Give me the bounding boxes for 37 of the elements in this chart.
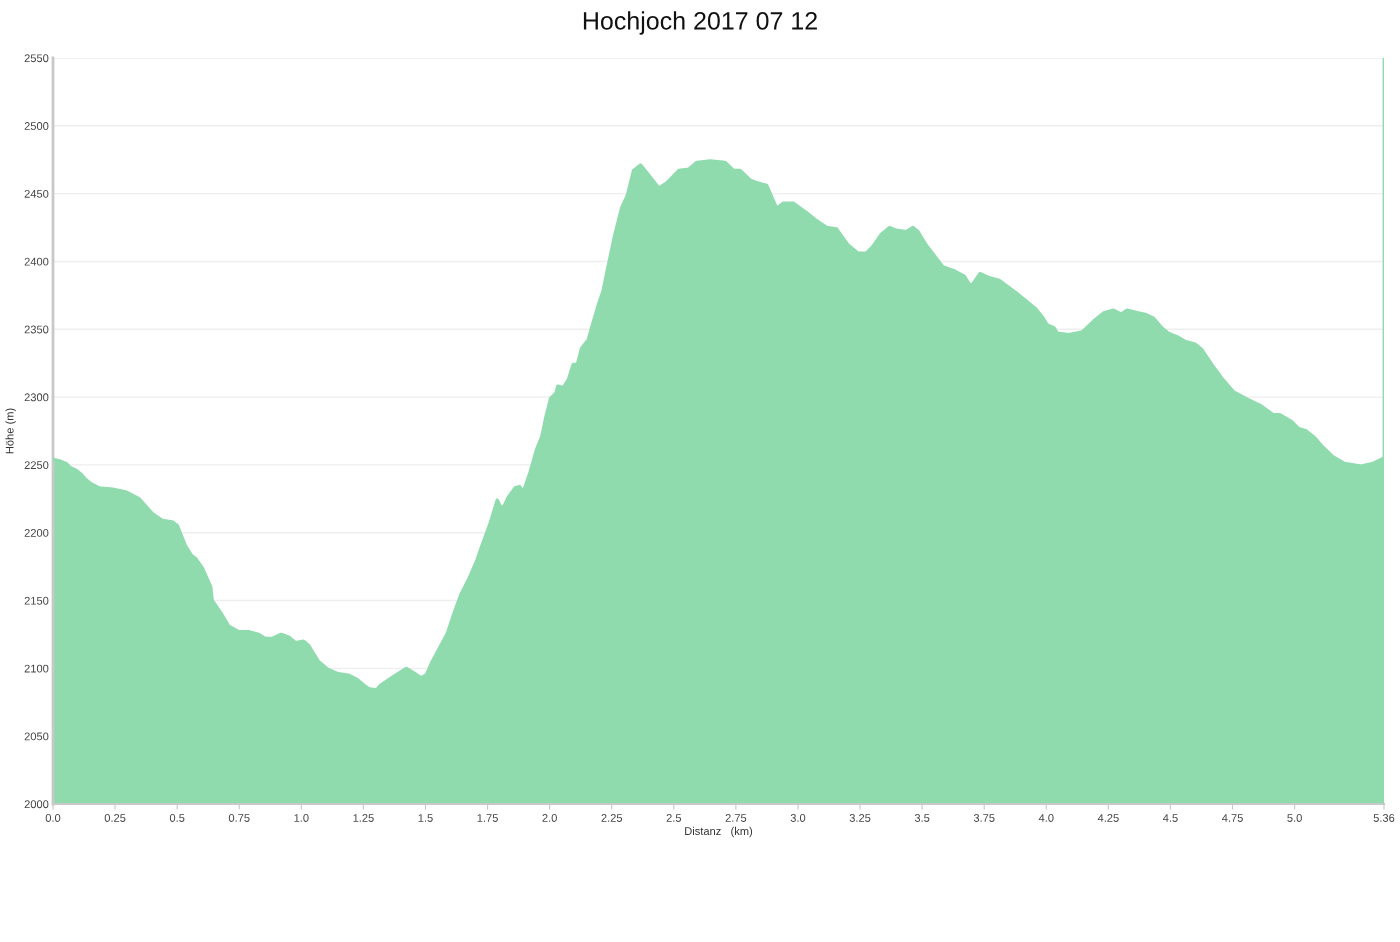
y-tick-label: 2300 (24, 393, 49, 402)
x-tick-label: 0.25 (104, 814, 126, 822)
y-tick-label: 2350 (24, 325, 49, 334)
y-tick-label: 2000 (24, 800, 49, 809)
x-tick-label: 0.75 (228, 814, 250, 822)
y-axis-title: Höhe (m) (5, 408, 16, 454)
x-tick-label: 0.5 (169, 814, 185, 822)
x-tick-label: 2.5 (666, 814, 682, 822)
x-tick-label: 5.0 (1287, 814, 1302, 822)
x-tick-label: 1.75 (477, 814, 498, 822)
x-tick-label: 3.5 (914, 814, 930, 822)
x-tick-label: 3.75 (973, 814, 995, 822)
x-tick-label: 0.0 (45, 814, 61, 822)
y-tick-label: 2550 (24, 54, 49, 63)
y-tick-label: 2100 (24, 664, 49, 673)
y-tick-label: 2050 (24, 732, 49, 741)
y-tick-label: 2200 (24, 528, 49, 537)
x-tick-label: 5.36 (1373, 814, 1395, 822)
x-tick-label: 4.75 (1221, 814, 1243, 822)
y-tick-label: 2250 (24, 461, 49, 470)
x-tick-label: 1.25 (353, 814, 374, 822)
x-tick-label: 4.5 (1162, 814, 1178, 822)
x-tick-label: 3.0 (790, 814, 806, 822)
y-tick-label: 2150 (24, 596, 49, 605)
x-tick-label: 2.0 (542, 814, 557, 822)
y-tick-label: 2400 (24, 257, 49, 266)
x-axis-title: Distanz (km) (685, 826, 753, 838)
x-tick-label: 3.25 (849, 814, 871, 822)
chart-title: Hochjoch 2017 07 12 (583, 11, 817, 35)
x-tick-label: 2.75 (725, 814, 747, 822)
x-tick-label: 4.0 (1038, 814, 1054, 822)
x-tick-label: 1.0 (294, 814, 309, 822)
x-tick-label: 4.25 (1097, 814, 1119, 822)
y-tick-label: 2450 (24, 189, 49, 198)
x-tick-label: 1.5 (418, 814, 433, 822)
y-tick-label: 2500 (24, 122, 49, 130)
x-tick-label: 2.25 (601, 814, 623, 822)
